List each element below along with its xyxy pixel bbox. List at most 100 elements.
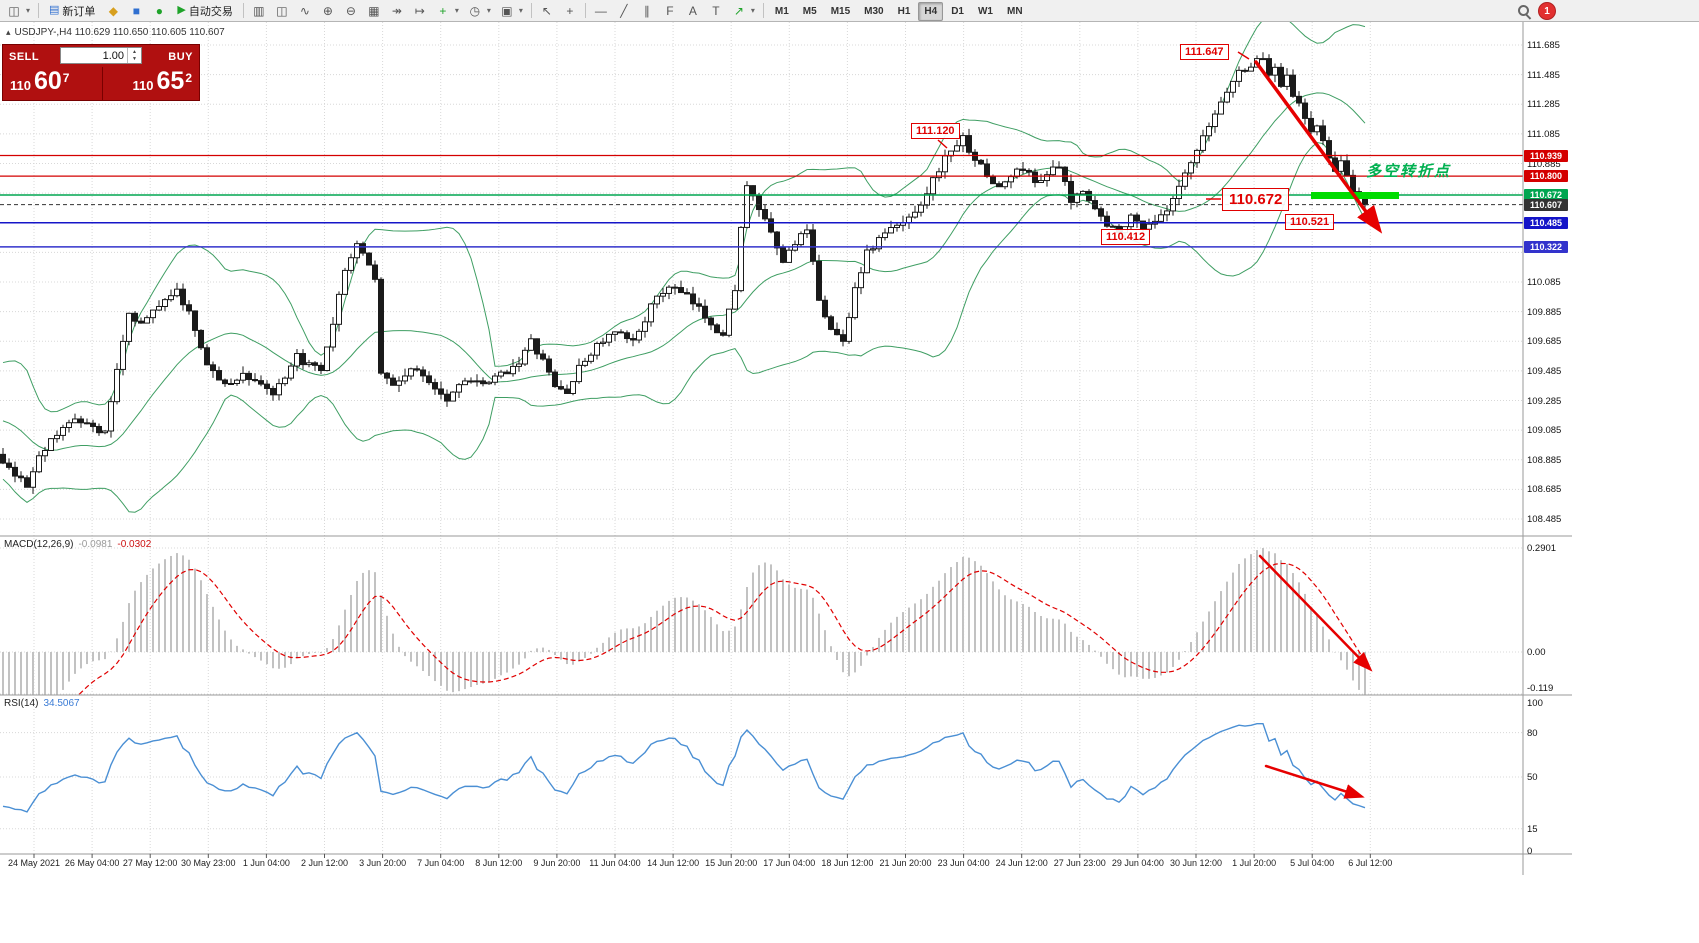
time-axis-label: 29 Jun 04:00: [1111, 858, 1164, 868]
axis-price-label: 109.885: [1527, 306, 1562, 318]
chart-window-icon[interactable]: ◫: [8, 3, 20, 18]
add-indicator-caret-icon[interactable]: ▾: [454, 6, 459, 15]
ann-111120[interactable]: 111.120: [911, 123, 960, 139]
axis-price-label: 111.085: [1527, 128, 1560, 140]
price-line-axis-box: 110.607: [1524, 198, 1568, 211]
toolbar: ◫ ▾ ▤ 新订单 ◆ ■ ● ▶ 自动交易 ▥ ◫ ∿ ⊕ ⊖ ▦ ↠ ↦ +…: [0, 0, 1699, 22]
time-axis-label: 14 Jun 12:00: [647, 858, 700, 868]
rsi-scale-label: 15: [1527, 823, 1538, 835]
chart-shift-icon[interactable]: ↦: [414, 3, 425, 18]
chart-window-caret-icon[interactable]: ▾: [26, 6, 31, 15]
ann-111647[interactable]: 111.647: [1180, 44, 1229, 60]
timeframe-m15-button[interactable]: M15: [830, 5, 851, 17]
axis-price-label: 108.485: [1527, 514, 1562, 525]
line-chart-icon[interactable]: ∿: [299, 3, 310, 18]
text-tool-icon[interactable]: A: [688, 3, 697, 18]
ann-110521[interactable]: 110.521: [1285, 214, 1335, 230]
notification-badge[interactable]: 1: [1538, 2, 1556, 20]
timeframe-m1-button[interactable]: M1: [774, 5, 789, 17]
candlestick-chart-icon[interactable]: ◫: [276, 3, 288, 18]
axis-price-label: 111.685: [1527, 40, 1560, 51]
sell-price-pips: 60: [33, 67, 62, 95]
axis-price-label: 109.285: [1527, 395, 1562, 407]
bars-chart-icon[interactable]: ▥: [253, 3, 265, 18]
price-line-axis-box: 110.485: [1524, 216, 1568, 229]
cursor-icon[interactable]: ↖: [541, 3, 552, 18]
community-icon[interactable]: ◆: [108, 3, 119, 18]
price-line-axis-box: 110.322: [1524, 240, 1568, 253]
axis-price-label: 111.285: [1527, 99, 1560, 111]
sell-price-big: 110: [10, 78, 31, 93]
volume-value[interactable]: 1.00: [102, 49, 124, 62]
price-line-axis-box: 110.800: [1524, 170, 1568, 183]
time-axis-label: 6 Jul 12:00: [1348, 858, 1393, 868]
buy-button[interactable]: BUY: [168, 51, 193, 63]
rsi-value: 34.5067: [43, 698, 80, 709]
ann-110412[interactable]: 110.412: [1101, 229, 1151, 245]
new-order-button[interactable]: ▤ 新订单: [43, 1, 101, 21]
template-icon[interactable]: ▣: [501, 3, 513, 18]
axis-price-label: 108.685: [1527, 484, 1562, 496]
volume-input[interactable]: 1.00 ▲ ▼: [60, 47, 142, 64]
rsi-scale-label: 0: [1527, 846, 1533, 857]
timeframe-h1-button[interactable]: H1: [897, 5, 911, 17]
symbol-quote-text: USDJPY-,H4 110.629 110.650 110.605 110.6…: [14, 27, 225, 38]
time-axis-label: 8 Jun 12:00: [475, 858, 523, 868]
search-icon[interactable]: [1516, 3, 1532, 19]
volume-down-icon[interactable]: ▼: [132, 56, 137, 63]
channel-tool-icon[interactable]: ∥: [643, 3, 650, 18]
time-axis-label: 21 Jun 20:00: [879, 858, 932, 868]
period-caret-icon[interactable]: ▾: [486, 6, 491, 15]
buy-price[interactable]: 110 65 2: [133, 69, 192, 94]
hosting-icon[interactable]: ■: [132, 3, 141, 18]
zoom-out-icon[interactable]: ⊖: [345, 3, 356, 18]
timeframe-w1-button[interactable]: W1: [977, 5, 993, 17]
crosshair-icon[interactable]: +: [566, 3, 574, 18]
time-axis-label: 3 Jun 20:00: [359, 858, 407, 868]
time-axis-label: 30 Jun 12:00: [1169, 858, 1223, 868]
trendline-tool-icon[interactable]: ╱: [620, 3, 628, 18]
time-axis-label: 24 Jun 12:00: [995, 858, 1048, 868]
auto-trading-play-icon: ▶: [177, 4, 186, 16]
volume-stepper: ▲ ▼: [127, 48, 141, 63]
axis-price-label: 109.085: [1527, 425, 1562, 437]
macd-indicator-title: MACD(12,26,9) -0.0981 -0.0302: [4, 539, 151, 550]
tile-windows-icon[interactable]: ▦: [368, 3, 380, 18]
period-clock-icon[interactable]: ◷: [469, 3, 481, 18]
macd-value-main: -0.0981: [78, 539, 113, 550]
fibonacci-tool-icon[interactable]: F: [666, 3, 674, 18]
timeframe-d1-button[interactable]: D1: [951, 5, 964, 17]
timeframe-m30-button[interactable]: M30: [864, 5, 884, 17]
auto-scroll-icon[interactable]: ↠: [391, 3, 402, 18]
axis-price-label: 109.685: [1527, 336, 1562, 348]
volume-up-icon[interactable]: ▲: [132, 48, 137, 55]
buy-price-pips: 65: [156, 67, 185, 95]
sell-price[interactable]: 110 60 7: [10, 69, 69, 94]
toolbar-separator: [530, 3, 532, 18]
time-axis-label: 15 Jun 20:00: [705, 858, 758, 868]
sell-button[interactable]: SELL: [9, 51, 40, 63]
ann-turning[interactable]: 多空转折点: [1366, 163, 1452, 180]
zoom-in-icon[interactable]: ⊕: [322, 3, 333, 18]
timeframe-mn-button[interactable]: MN: [1006, 5, 1023, 17]
axis-price-label: 110.085: [1527, 277, 1561, 288]
toolbar-separator: [584, 3, 586, 18]
arrows-tool-icon[interactable]: ↗: [733, 3, 744, 18]
sell-price-point: 7: [62, 71, 70, 85]
timeframe-h4-button[interactable]: H4: [918, 1, 944, 21]
time-axis-label: 27 May 12:00: [122, 858, 178, 868]
auto-trading-label: 自动交易: [188, 5, 233, 18]
ann-110672[interactable]: 110.672: [1222, 188, 1290, 211]
timeframe-m5-button[interactable]: M5: [802, 5, 817, 17]
horizontal-line-tool-icon[interactable]: —: [594, 3, 607, 18]
time-axis-label: 9 Jun 20:00: [533, 858, 581, 868]
time-axis-label: 26 May 04:00: [64, 858, 120, 868]
label-tool-icon[interactable]: T: [712, 3, 720, 18]
template-caret-icon[interactable]: ▾: [518, 6, 523, 15]
signals-icon[interactable]: ●: [155, 3, 164, 18]
time-axis-label: 1 Jul 20:00: [1232, 858, 1277, 868]
arrows-caret-icon[interactable]: ▾: [750, 6, 755, 15]
add-indicator-icon[interactable]: +: [439, 3, 447, 18]
auto-trading-button[interactable]: ▶ 自动交易: [171, 1, 238, 21]
